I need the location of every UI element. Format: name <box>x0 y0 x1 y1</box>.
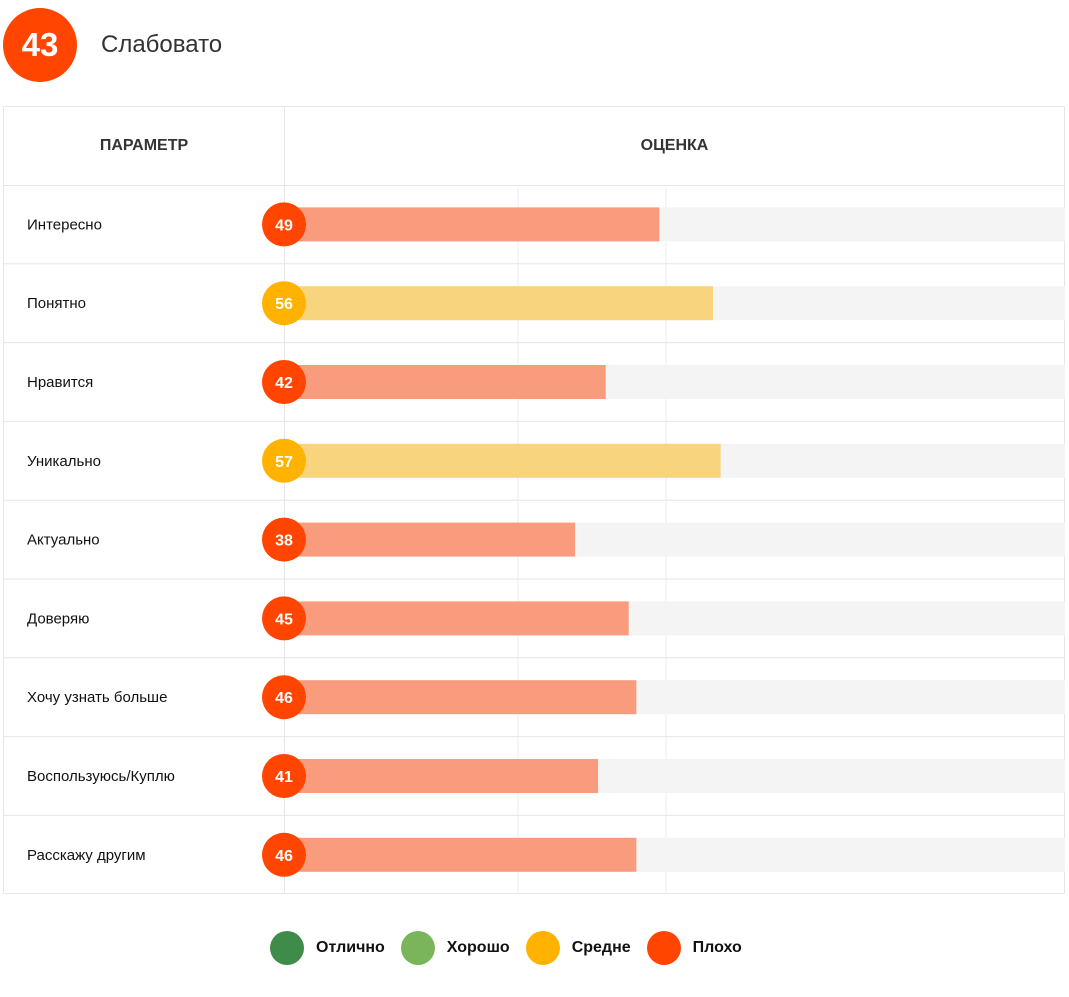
bar-9 <box>284 837 637 872</box>
legend-item: Средне <box>525 931 631 965</box>
value-label: 41 <box>275 769 293 786</box>
legend-item: Хорошо <box>400 931 510 965</box>
legend-dot <box>525 931 560 965</box>
value-label: 38 <box>275 533 293 550</box>
value-badge <box>262 281 306 326</box>
category-label: Воспользуюсь/Куплю <box>27 768 175 785</box>
legend-dot <box>400 931 435 965</box>
overall-score-label: Слабовато <box>101 31 223 58</box>
score-header: 43 Слабовато <box>0 0 600 92</box>
legend-label: Хорошо <box>446 939 510 956</box>
category-label: Актуально <box>27 532 100 549</box>
bar-7 <box>284 680 637 715</box>
category-label: Понятно <box>27 295 86 312</box>
value-label: 45 <box>275 611 293 628</box>
bar-4 <box>284 443 721 478</box>
category-label: Хочу узнать больше <box>27 689 167 706</box>
category-label: Доверяю <box>27 610 89 627</box>
column-header-parameter: ПАРАМЕТР <box>99 137 189 154</box>
legend-label: Плохо <box>692 939 742 956</box>
overall-score-badge: 43 <box>3 8 77 82</box>
category-label: Расскажу другим <box>27 847 146 864</box>
bar-5 <box>284 522 576 557</box>
category-label: Уникально <box>27 453 101 470</box>
column-header-score: ОЦЕНКА <box>640 137 709 154</box>
bar-6 <box>284 601 629 636</box>
value-badge <box>262 202 306 247</box>
legend-label: Средне <box>571 939 631 956</box>
category-label: Интересно <box>27 216 102 233</box>
category-label: Нравится <box>27 374 93 391</box>
bar-8 <box>284 759 599 793</box>
value-label: 57 <box>275 454 293 471</box>
legend-item: Плохо <box>646 931 742 965</box>
value-badge <box>262 360 306 404</box>
bar-1 <box>284 207 660 242</box>
value-badge <box>262 596 306 641</box>
legend-label: Отлично <box>316 939 385 956</box>
legend-dot <box>270 931 304 965</box>
value-label: 46 <box>275 690 293 707</box>
value-badge <box>262 517 306 562</box>
value-label: 46 <box>275 848 293 865</box>
value-label: 56 <box>275 296 293 313</box>
value-label: 49 <box>275 217 293 234</box>
value-badge <box>262 832 306 877</box>
bar-2 <box>284 286 713 321</box>
legend: Отлично Хорошо Средне Плохо <box>270 930 758 966</box>
table-header-row: ПАРАМЕТР ОЦЕНКА <box>4 107 1064 186</box>
value-badge <box>262 675 306 720</box>
bar-3 <box>284 365 606 399</box>
legend-item: Отлично <box>270 931 385 965</box>
value-badge <box>262 438 306 483</box>
value-badge <box>262 754 306 798</box>
value-label: 42 <box>275 375 293 392</box>
legend-dot <box>646 931 681 965</box>
